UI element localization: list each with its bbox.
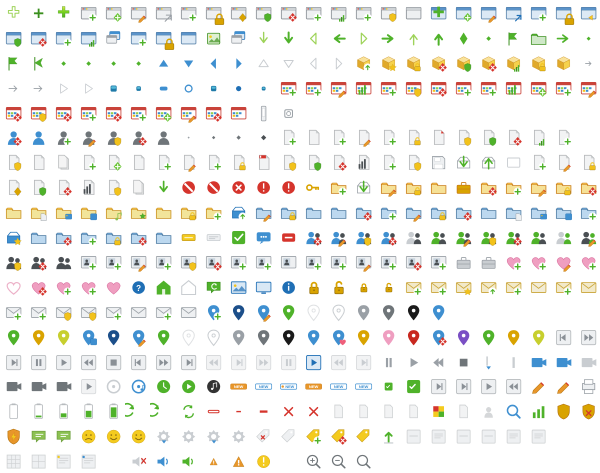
svg-text:NEW: NEW bbox=[259, 384, 269, 389]
svg-text:NEW: NEW bbox=[309, 384, 319, 389]
svg-text:NEW: NEW bbox=[359, 384, 369, 389]
svg-text:NEW: NEW bbox=[334, 384, 344, 389]
svg-text:NEW: NEW bbox=[285, 385, 294, 389]
svg-text:?: ? bbox=[136, 284, 141, 293]
svg-text:NEW: NEW bbox=[234, 384, 244, 389]
